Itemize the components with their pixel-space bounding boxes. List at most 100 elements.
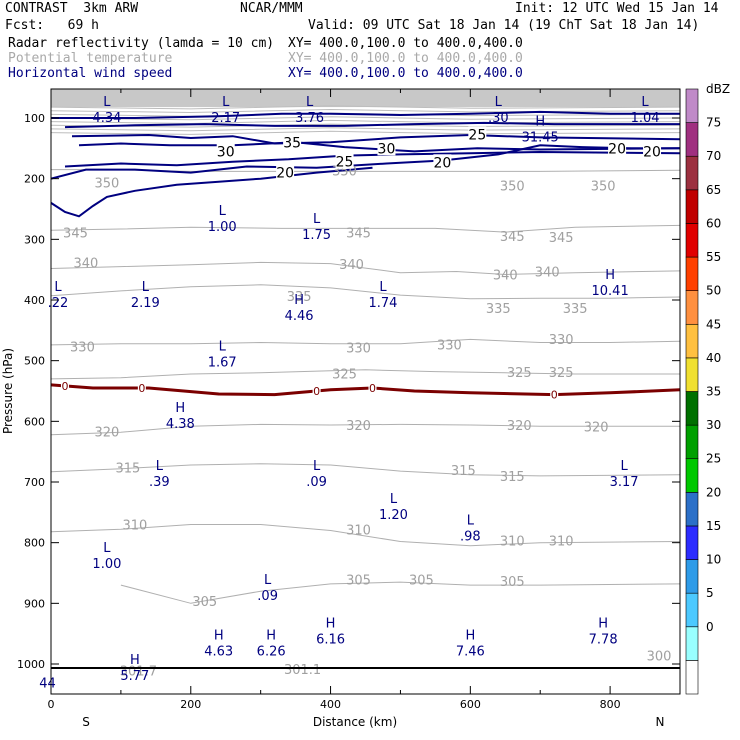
- theta-contour-315: [51, 463, 680, 477]
- high-marker: H: [294, 293, 304, 308]
- model-title: CONTRAST 3km ARW: [5, 1, 139, 16]
- x-tick-label: 400: [320, 698, 341, 711]
- wind-label: 35: [283, 135, 301, 151]
- theta-contour-345: [51, 224, 680, 233]
- extremum-value: 1.20: [379, 508, 408, 523]
- colorbar-level-label: 55: [706, 250, 721, 264]
- extremum-value: 7.78: [589, 633, 618, 648]
- extremum-value: 6.16: [316, 633, 345, 648]
- theta-label: 320: [346, 419, 371, 434]
- colorbar-level-label: 20: [706, 485, 721, 499]
- theta-band-line: [50, 123, 681, 128]
- extremum-value: 3.17: [610, 475, 639, 490]
- theta-contour-330: [51, 338, 680, 346]
- wind-contour-30: [64, 121, 680, 129]
- field-theta-name: Potential temperature: [8, 51, 173, 66]
- theta-label: 350: [591, 180, 616, 195]
- colorbar-cell: [685, 223, 699, 258]
- wind-contour-30: [78, 141, 680, 153]
- theta-label: 315: [500, 470, 525, 485]
- colorbar-cell: [685, 357, 699, 392]
- theta-contours: [51, 169, 680, 604]
- theta-label: 345: [549, 231, 574, 246]
- wind-contours: [51, 110, 680, 218]
- extremum-value: 2.19: [131, 296, 160, 311]
- theta-band-line: [50, 116, 681, 121]
- low-marker: L: [219, 204, 227, 219]
- zero-label-bg: [368, 381, 377, 393]
- y-tick-label: 500: [24, 355, 45, 368]
- axes: 0 200 400 600 800100200300400500600700800900…: [17, 89, 680, 711]
- field-reflectivity-name: Radar reflectivity (lamda = 10 cm): [8, 36, 275, 51]
- theta-label: 335: [563, 302, 588, 317]
- x-tick-label: 0: [48, 698, 55, 711]
- low-marker: L: [313, 459, 321, 474]
- y-tick-label: 700: [24, 476, 45, 489]
- high-marker: H: [266, 629, 276, 644]
- theta-label: 345: [346, 226, 371, 241]
- upper-level-theta-band: [50, 89, 681, 135]
- high-marker: H: [326, 617, 336, 632]
- colorbar-level-label: 5: [706, 586, 714, 600]
- theta-label: 305: [500, 575, 525, 590]
- extremum-value: 7.46: [456, 645, 485, 660]
- wind-label: 20: [276, 166, 294, 182]
- colorbar-cell: [685, 492, 699, 527]
- extremum-value: 1.67: [208, 355, 237, 370]
- colorbar-cell: [685, 88, 699, 123]
- theta-label: 340: [339, 258, 364, 273]
- theta-label: 340: [535, 266, 560, 281]
- extremum-value: 4.34: [92, 111, 121, 126]
- zero-label: 0: [61, 380, 68, 393]
- colorbar-cell: [685, 458, 699, 493]
- wind-label-bg: [216, 143, 235, 159]
- theta-contour-305: [120, 581, 680, 604]
- wind-label: 30: [378, 141, 396, 157]
- wind-contour-20: [51, 166, 373, 218]
- y-tick-label: 600: [24, 415, 45, 428]
- wind-label: 20: [608, 141, 626, 157]
- wind-label-bg: [468, 126, 487, 142]
- theta-label: 310: [122, 519, 147, 534]
- theta-band-fill: [51, 89, 680, 108]
- extremum-value: 1.75: [302, 228, 331, 243]
- low-marker: L: [306, 95, 314, 110]
- y-tick-label: 1000: [17, 658, 45, 671]
- low-marker: L: [495, 95, 503, 110]
- theta-band-line: [50, 105, 681, 110]
- theta-band-line: [50, 127, 681, 132]
- zero-label: 0: [313, 385, 320, 398]
- extremum-value: 5.77: [120, 669, 149, 684]
- theta-label: 325: [549, 366, 574, 381]
- extremum-value: 31.45: [522, 130, 559, 145]
- high-marker: H: [214, 629, 224, 644]
- theta-label: 305: [409, 573, 434, 588]
- valid-time: Valid: 09 UTC Sat 18 Jan 14 (19 ChT Sat …: [308, 18, 700, 33]
- low-marker: L: [390, 492, 398, 507]
- theta-label: 350: [500, 180, 525, 195]
- high-marker: H: [175, 401, 185, 416]
- colorbar-level-label: 0: [706, 620, 714, 634]
- low-marker: L: [219, 339, 227, 354]
- extremum-value: 4.46: [285, 309, 314, 324]
- y-tick-label: 100: [24, 112, 45, 125]
- theta-label: 325: [507, 366, 532, 381]
- wind-label-bg: [335, 153, 354, 169]
- colorbar-level-label: 35: [706, 385, 721, 399]
- high-marker: H: [605, 268, 615, 283]
- extremum-value: 4.38: [166, 417, 195, 432]
- y-tick-label: 200: [24, 173, 45, 186]
- y-axis-label: Pressure (hPa): [1, 348, 15, 434]
- low-marker: L: [379, 280, 387, 295]
- extremum-value: 1.74: [368, 296, 397, 311]
- colorbar-cell: [685, 122, 699, 157]
- low-marker: L: [103, 541, 111, 556]
- extremum-value: 10.41: [592, 284, 629, 299]
- field-wind-name: Horizontal wind speed: [8, 66, 173, 81]
- field-wind-xy: XY= 400.0,100.0 to 400.0,400.0: [288, 66, 523, 81]
- colorbar-level-label: 40: [706, 351, 721, 365]
- extrema-markers: L4.34L2.17L3.76L.30L1.04H31.45L1.00L1.75…: [39, 95, 659, 691]
- extremum-value: .09: [257, 589, 278, 604]
- theta-contour-340: [51, 261, 680, 276]
- extremum-value: 2.17: [211, 111, 240, 126]
